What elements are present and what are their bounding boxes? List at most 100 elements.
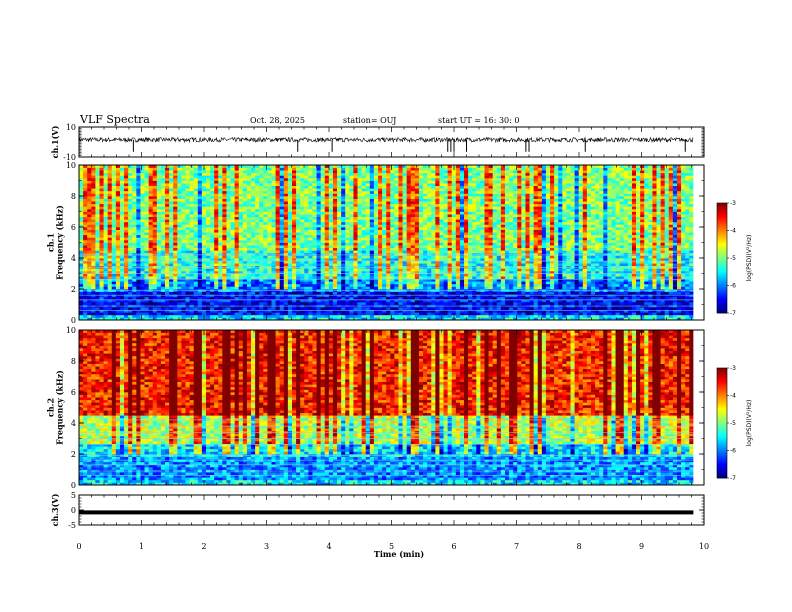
spectrogram-cell: [382, 283, 387, 287]
spectrogram-cell: [537, 307, 543, 311]
spectrogram-cell: [509, 255, 514, 259]
spectrogram-cell: [165, 317, 170, 321]
spectrogram-cell: [160, 291, 166, 295]
spectrogram-cell: [320, 276, 326, 280]
spectrogram-cell: [685, 247, 690, 251]
spectrogram-cell: [394, 317, 399, 321]
spectrogram-cell: [566, 260, 571, 264]
spectrogram-cell: [267, 239, 272, 243]
spectrogram-cell: [611, 314, 616, 318]
spectrogram-cell: [160, 250, 166, 254]
spectrogram-cell: [459, 245, 465, 249]
spectrogram-cell: [103, 234, 109, 238]
spectrogram-cell: [414, 263, 420, 267]
spectrogram-cell: [509, 245, 514, 249]
spectrogram-cell: [562, 307, 567, 311]
spectrogram-cell: [390, 250, 395, 254]
spectrogram-cell: [365, 312, 371, 316]
spectrogram-cell: [484, 278, 489, 282]
spectrogram-cell: [455, 245, 461, 249]
spectrogram-cell: [627, 314, 633, 318]
spectrogram-cell: [99, 263, 104, 267]
spectrogram-cell: [136, 286, 141, 290]
spectrogram-cell: [156, 252, 162, 256]
spectrogram-cell: [431, 317, 436, 321]
spectrogram-cell: [99, 312, 104, 316]
spectrogram-cell: [554, 237, 559, 241]
spectrogram-cell: [246, 278, 252, 282]
spectrogram-cell: [386, 314, 391, 318]
spectrogram-cell: [263, 273, 268, 277]
spectrogram-cell: [312, 296, 317, 300]
spectrogram-cell: [373, 317, 379, 321]
spectrogram-cell: [537, 314, 543, 318]
spectrogram-cell: [623, 270, 629, 274]
spectrogram-cell: [193, 270, 199, 274]
spectrogram-cell: [636, 263, 641, 267]
spectrogram-cell: [521, 278, 526, 282]
spectrogram-cell: [599, 286, 604, 290]
spectrogram-cell: [226, 239, 231, 243]
spectrogram-cell: [181, 245, 186, 249]
spectrogram-cell: [390, 278, 395, 282]
spectrogram-cell: [484, 258, 489, 261]
spectrogram-cell: [279, 317, 285, 321]
spectrogram-cell: [447, 260, 453, 264]
spectrogram-cell: [251, 309, 256, 313]
spectrogram-cell: [189, 273, 195, 277]
spectrogram-cell: [521, 309, 526, 313]
spectrogram-cell: [451, 294, 457, 298]
spectrogram-cell: [275, 283, 281, 287]
spectrogram-cell: [517, 276, 522, 280]
spectrogram-cell: [636, 237, 641, 241]
spectrogram-cell: [574, 307, 580, 311]
spectrogram-cell: [156, 296, 162, 300]
spectrogram-cell: [115, 247, 121, 251]
spectrogram-cell: [390, 242, 395, 246]
spectrogram-cell: [578, 309, 584, 313]
spectrogram-cell: [480, 263, 485, 267]
spectrogram-cell: [656, 255, 661, 259]
spectrogram-cell: [128, 270, 133, 274]
spectrogram-cell: [439, 250, 444, 254]
spectrogram-cell: [119, 273, 125, 277]
spectrogram-cell: [87, 239, 92, 243]
spectrogram-cell: [541, 258, 547, 261]
spectrogram-cell: [304, 258, 309, 261]
spectrogram-cell: [222, 270, 227, 274]
spectrogram-cell: [312, 260, 317, 264]
spectrogram-cell: [472, 294, 477, 298]
spectrogram-cell: [652, 260, 657, 264]
spectrogram-cell: [509, 260, 514, 264]
spectrogram-cell: [611, 263, 616, 267]
spectrogram-cell: [103, 312, 109, 316]
spectrogram-cell: [107, 301, 113, 305]
spectrogram-cell: [291, 270, 297, 274]
spectrogram-cell: [119, 314, 125, 318]
spectrogram-cell: [631, 309, 637, 313]
spectrogram-cell: [197, 294, 203, 298]
spectrogram-cell: [320, 314, 326, 318]
spectrogram-cell: [488, 242, 494, 246]
spectrogram-cell: [275, 281, 281, 285]
spectrogram-cell: [537, 252, 543, 256]
spectrogram-cell: [656, 294, 661, 298]
spectrogram-cell: [222, 263, 227, 267]
spectrogram-cell: [537, 312, 543, 316]
spectrogram-cell: [345, 309, 350, 313]
spectrogram-cell: [500, 258, 506, 261]
spectrogram-cell: [644, 255, 649, 259]
spectrogram-cell: [611, 242, 616, 246]
spectrogram-cell: [365, 260, 371, 264]
spectrogram-cell: [79, 252, 84, 256]
spectrogram-cell: [332, 301, 338, 305]
spectrogram-cell: [378, 299, 383, 303]
spectrogram-cell: [99, 234, 104, 238]
spectrogram-cell: [451, 247, 457, 251]
spectrogram-cell: [197, 247, 203, 251]
spectrogram-cell: [177, 234, 182, 238]
spectrogram-cell: [136, 258, 141, 261]
spectrogram-cell: [414, 258, 420, 261]
spectrogram-cell: [402, 309, 408, 313]
spectrogram-cell: [488, 273, 494, 277]
